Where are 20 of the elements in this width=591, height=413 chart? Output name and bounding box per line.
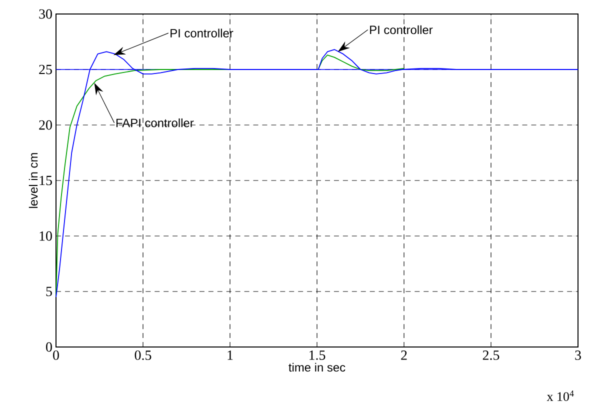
text: x 10$^{4}$ (546, 390, 574, 401)
annotation: PI controller (170, 28, 234, 38)
y-tick-label: 30 (39, 9, 52, 19)
x-tick-label: 0.5 (134, 350, 152, 360)
annotation: PI controller (370, 25, 433, 34)
y-tick-label: 25 (39, 64, 52, 74)
y-tick-label: 15 (40, 176, 52, 186)
y-tick-label: 5 (46, 286, 52, 296)
x-tick-label: 0 (53, 350, 59, 360)
y-tick-label: 20 (39, 120, 52, 130)
x-axis-title: time in sec (288, 362, 346, 372)
x-tick-label: 2.5 (482, 350, 500, 360)
x-tick-label: 3 (575, 350, 581, 360)
y-tick-label: 0 (46, 342, 52, 352)
x-tick-label: 1 (228, 350, 233, 360)
y-tick-label: 10 (40, 231, 52, 241)
y-axis-title: level in cm (28, 153, 38, 208)
x-tick-label: 2 (401, 350, 407, 360)
annotation: FAPI controller (116, 118, 194, 128)
x-tick-label: 1.5 (310, 350, 326, 360)
